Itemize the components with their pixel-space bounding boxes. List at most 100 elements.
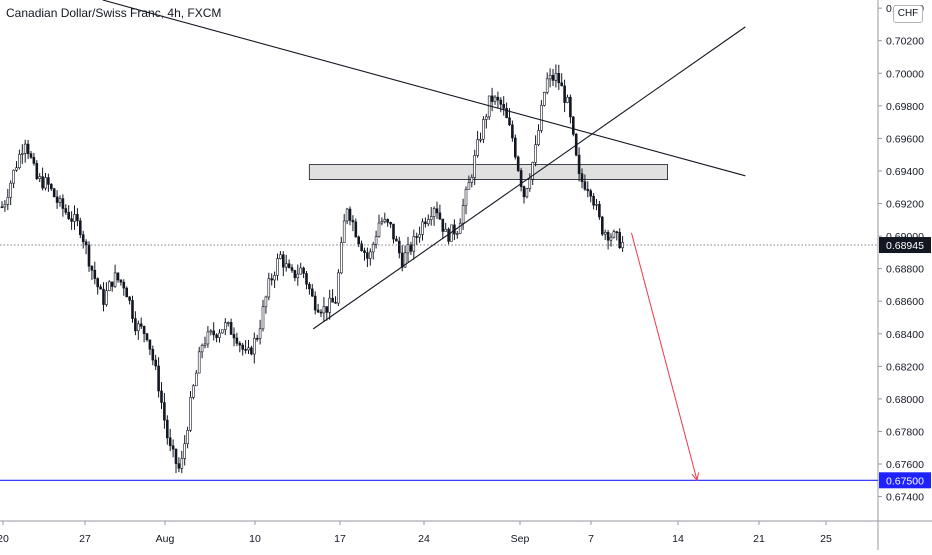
candle-body <box>499 99 503 105</box>
candle-body <box>484 116 488 120</box>
candle-body <box>279 254 282 259</box>
candle-body <box>41 176 44 189</box>
candle-body <box>218 332 221 338</box>
candle-body <box>618 232 622 249</box>
candle-body <box>250 347 253 355</box>
candle-body <box>328 297 332 313</box>
candle-body <box>566 96 569 103</box>
candle-body <box>99 286 102 290</box>
time-tick-label: 27 <box>79 533 91 545</box>
candle-body <box>206 331 210 345</box>
candle-body <box>470 177 474 183</box>
candle-body <box>389 222 392 225</box>
candle-body <box>113 272 117 287</box>
candle-body <box>299 267 303 275</box>
candle-body <box>400 252 404 268</box>
price-tick-label: 0.68200 <box>886 361 924 373</box>
candle-body <box>583 181 587 190</box>
support-label-bg <box>879 472 931 489</box>
time-tick-label: 10 <box>249 533 261 545</box>
candle-body <box>23 143 27 154</box>
candle-body <box>534 144 537 163</box>
time-tick-label: Aug <box>156 533 175 545</box>
candle-body <box>395 238 398 242</box>
candle-body <box>366 252 369 259</box>
price-tick-label: 0.69600 <box>886 133 924 145</box>
candle-body <box>560 82 564 87</box>
candle-body <box>134 318 137 332</box>
candle-body <box>38 176 42 179</box>
candle-body <box>551 75 555 81</box>
candle-body <box>197 351 201 374</box>
candle-body <box>0 206 4 209</box>
candle-body <box>119 279 123 283</box>
candle-body <box>12 169 15 184</box>
candle-body <box>339 242 343 274</box>
candle-body <box>171 445 175 450</box>
candle-body <box>290 267 294 271</box>
candle-body <box>606 231 610 241</box>
candle-body <box>319 311 323 314</box>
candle-body <box>418 234 421 238</box>
price-tick-label: 0.69400 <box>886 166 924 178</box>
candle-body <box>458 222 462 234</box>
support-price-label: 0.67500 <box>886 475 924 487</box>
candle-body <box>455 233 459 235</box>
candle-body <box>438 212 442 220</box>
candle-body <box>586 188 590 192</box>
candle-body <box>200 344 204 353</box>
candle-body <box>592 195 595 206</box>
candle-body <box>20 153 24 155</box>
time-tick-label: 25 <box>820 533 832 545</box>
candle-body <box>342 220 346 243</box>
candle-body <box>157 365 160 392</box>
currency-badge[interactable]: CHF <box>893 5 923 23</box>
candle-body <box>189 397 192 431</box>
candle-body <box>174 448 178 464</box>
candle-body <box>76 214 79 222</box>
candle-body <box>102 288 105 305</box>
candle-body <box>131 300 134 319</box>
candle-body <box>3 204 7 208</box>
candle-body <box>386 219 390 223</box>
candle-body <box>528 178 532 189</box>
current-price-label: 0.68945 <box>886 240 924 252</box>
candle-body <box>531 162 535 180</box>
candle-body <box>397 240 401 254</box>
candle-body <box>595 204 598 206</box>
candle-body <box>70 218 73 222</box>
time-tick-label: 21 <box>753 533 765 545</box>
candle-body <box>421 221 424 235</box>
candle-body <box>441 218 445 232</box>
candle-body <box>609 236 613 241</box>
candle-body <box>490 95 494 102</box>
candle-body <box>273 275 276 281</box>
projection-arrow-line <box>630 232 698 481</box>
candle-body <box>540 104 543 131</box>
candle-body <box>424 221 427 225</box>
candle-body <box>580 173 584 182</box>
candle-body <box>139 323 143 327</box>
price-tick-label: 0.68800 <box>886 264 924 276</box>
candle-body <box>432 208 436 217</box>
candle-body <box>93 269 97 279</box>
candle-body <box>238 343 242 346</box>
candle-body <box>464 189 468 206</box>
price-tick-label: 0.68400 <box>886 329 924 341</box>
candle-body <box>334 301 337 304</box>
price-tick-label: 0.67600 <box>886 459 924 471</box>
candle-body <box>186 430 189 445</box>
candle-body <box>429 216 433 220</box>
candle-body <box>482 119 485 140</box>
candle-body <box>569 96 572 118</box>
candle-body <box>166 419 169 439</box>
candle-body <box>73 214 76 222</box>
candle-body <box>435 208 439 214</box>
candle-body <box>296 273 300 279</box>
current-price-label-bg <box>879 237 931 254</box>
candle-body <box>255 337 259 340</box>
candle-body <box>177 463 181 469</box>
candle-body <box>325 306 329 313</box>
